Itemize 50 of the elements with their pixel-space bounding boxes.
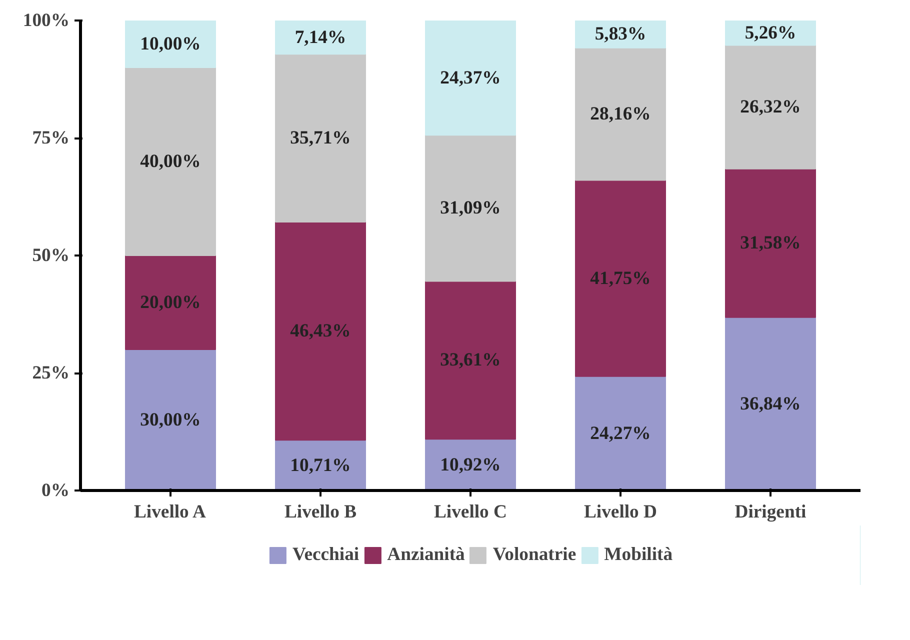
x-tick-label: Livello D	[584, 502, 658, 522]
bar	[425, 20, 516, 136]
x-tick-label: Livello A	[134, 502, 207, 522]
data-label: 28,16%	[590, 104, 651, 125]
data-label: 20,00%	[140, 292, 201, 313]
data-label: 33,61%	[440, 350, 501, 371]
bar	[575, 47, 666, 181]
data-label: 10,00%	[140, 34, 201, 54]
data-label: 5,83%	[594, 24, 646, 45]
data-label: 46,43%	[290, 320, 351, 342]
legend-label: Volonatrie	[492, 544, 576, 566]
data-label: 5,26%	[744, 22, 796, 44]
bar	[125, 67, 216, 256]
bar	[275, 20, 366, 55]
legend-label: Mobilità	[604, 544, 673, 566]
bar	[725, 316, 816, 490]
data-label: 7,14%	[294, 26, 346, 48]
bar	[425, 134, 516, 282]
x-tick-label: Livello C	[434, 502, 508, 522]
legend-label: Anzianità	[387, 544, 465, 566]
x-tick-label: Livello B	[284, 502, 357, 522]
data-label: 24,27%	[590, 422, 651, 444]
y-tick-label: 25%	[32, 362, 70, 384]
y-tick-label: 0%	[42, 480, 70, 501]
data-label: 41,75%	[590, 268, 651, 289]
data-label: 31,58%	[740, 232, 801, 254]
bar	[125, 20, 216, 68]
bar	[275, 54, 366, 222]
bar	[575, 180, 666, 377]
bar	[125, 255, 216, 350]
bar	[125, 349, 216, 490]
y-tick-label: 50%	[32, 245, 70, 266]
bar	[725, 168, 816, 318]
x-tick-label: Dirigenti	[734, 502, 806, 522]
data-label: 35,71%	[290, 128, 351, 149]
legend-label: Vecchiai	[292, 544, 360, 566]
data-label: 10,71%	[290, 454, 351, 476]
y-tick-label: 100%	[22, 10, 70, 31]
data-label: 10,92%	[440, 454, 501, 476]
data-label: 26,32%	[740, 96, 801, 118]
data-label: 31,09%	[440, 198, 501, 219]
data-label: 40,00%	[140, 151, 201, 172]
data-label: 30,00%	[140, 410, 201, 430]
bar	[575, 376, 666, 490]
bar	[725, 44, 816, 170]
y-tick-label: 75%	[32, 128, 70, 148]
bar	[275, 221, 366, 441]
data-label: 36,84%	[740, 393, 801, 414]
bar	[425, 280, 516, 440]
data-label: 24,37%	[440, 67, 501, 88]
